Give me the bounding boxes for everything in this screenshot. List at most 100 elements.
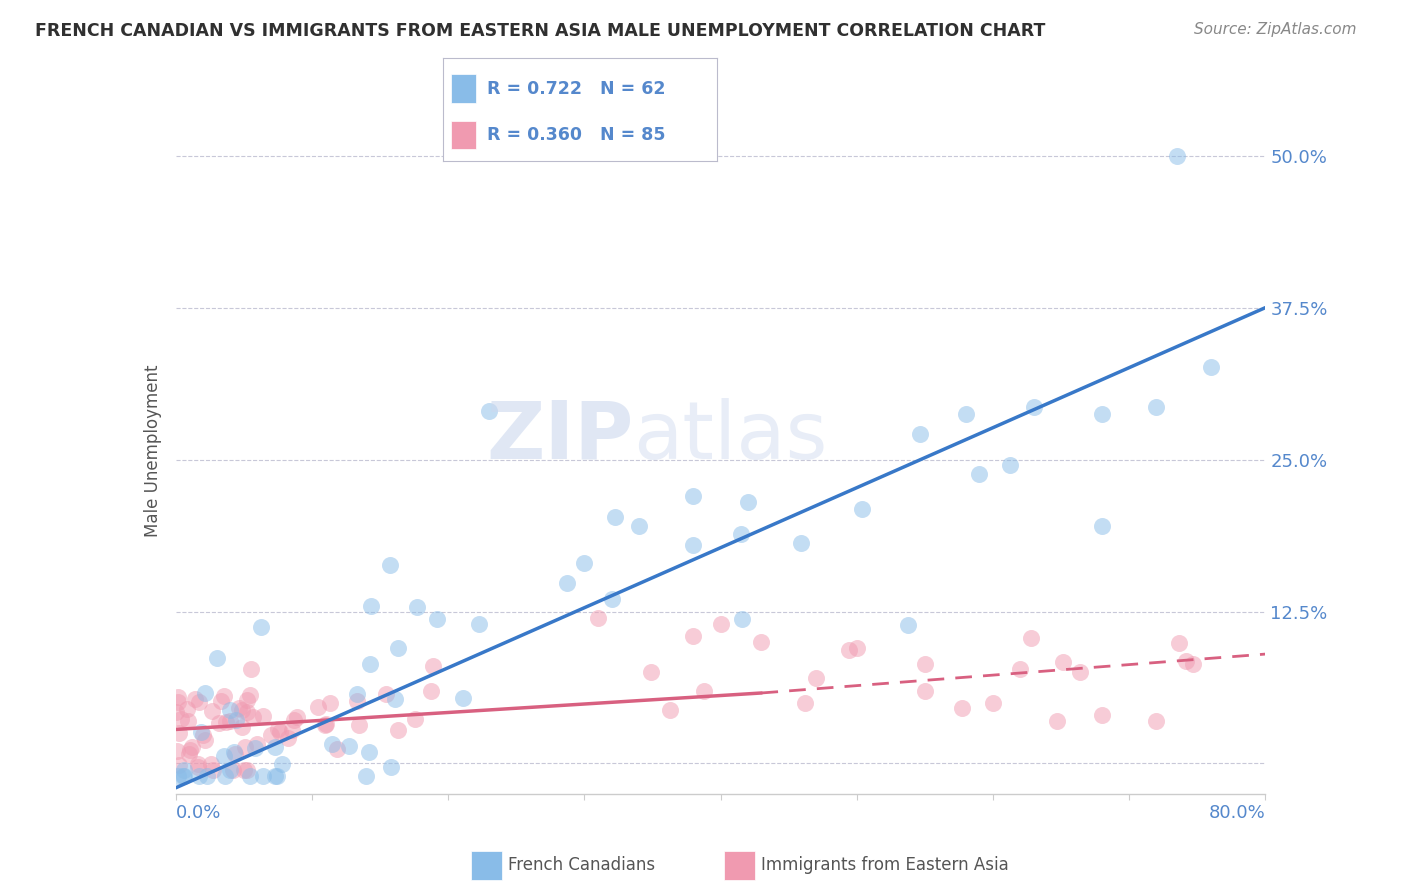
- Text: R = 0.360   N = 85: R = 0.360 N = 85: [486, 126, 665, 144]
- Point: [235, 692, 257, 706]
- Point: [387, 723, 409, 737]
- Point: [281, 723, 304, 738]
- Point: [387, 640, 409, 655]
- Point: [263, 739, 285, 754]
- Point: [404, 712, 426, 726]
- Point: [693, 684, 716, 698]
- Point: [267, 722, 290, 736]
- Point: [224, 747, 246, 761]
- Point: [1144, 401, 1167, 415]
- Bar: [451, 120, 475, 149]
- Point: [969, 467, 991, 482]
- Point: [214, 715, 236, 730]
- Point: [190, 724, 212, 739]
- Point: [269, 725, 291, 739]
- Point: [236, 705, 259, 719]
- Point: [166, 695, 188, 709]
- Point: [356, 769, 378, 783]
- Point: [845, 640, 868, 655]
- Point: [422, 658, 444, 673]
- Point: [231, 703, 253, 717]
- Point: [420, 684, 443, 698]
- Point: [179, 743, 201, 757]
- Point: [751, 635, 773, 649]
- Point: [166, 690, 188, 704]
- Point: [239, 769, 262, 783]
- Point: [380, 760, 402, 774]
- Point: [627, 519, 650, 533]
- Point: [1010, 662, 1032, 676]
- Point: [285, 709, 308, 723]
- Point: [207, 650, 229, 665]
- Point: [737, 495, 759, 509]
- Point: [682, 538, 704, 552]
- Point: [202, 763, 225, 777]
- Point: [314, 717, 336, 731]
- Point: [194, 733, 217, 747]
- Point: [184, 692, 207, 706]
- Point: [173, 763, 195, 777]
- Text: ZIP: ZIP: [486, 398, 633, 475]
- Point: [730, 527, 752, 541]
- Point: [173, 769, 195, 783]
- Point: [271, 756, 294, 771]
- Text: Source: ZipAtlas.com: Source: ZipAtlas.com: [1194, 22, 1357, 37]
- Point: [337, 739, 360, 753]
- Point: [179, 747, 201, 761]
- Text: Immigrants from Eastern Asia: Immigrants from Eastern Asia: [761, 856, 1008, 874]
- Point: [240, 662, 263, 676]
- Point: [209, 694, 232, 708]
- Point: [166, 744, 188, 758]
- Point: [224, 746, 246, 760]
- Point: [603, 510, 626, 524]
- Point: [249, 620, 271, 634]
- Point: [1175, 654, 1198, 668]
- Point: [1069, 665, 1091, 680]
- Point: [1091, 407, 1114, 421]
- Point: [950, 701, 973, 715]
- Point: [307, 700, 329, 714]
- Point: [790, 536, 813, 550]
- Point: [586, 610, 609, 624]
- Point: [851, 501, 873, 516]
- Point: [167, 725, 190, 739]
- Point: [212, 748, 235, 763]
- Point: [384, 691, 406, 706]
- Point: [658, 703, 681, 717]
- Point: [194, 686, 217, 700]
- Point: [1144, 714, 1167, 728]
- Y-axis label: Male Unemployment: Male Unemployment: [143, 364, 162, 537]
- Point: [165, 705, 187, 719]
- Point: [187, 756, 209, 771]
- Point: [731, 612, 754, 626]
- Point: [219, 714, 242, 728]
- Point: [221, 763, 243, 777]
- Point: [172, 769, 194, 783]
- Point: [246, 737, 269, 751]
- Point: [263, 769, 285, 783]
- Point: [252, 708, 274, 723]
- Point: [195, 769, 218, 783]
- Point: [374, 687, 396, 701]
- Point: [451, 690, 474, 705]
- Text: 0.0%: 0.0%: [176, 804, 221, 822]
- Point: [1022, 400, 1045, 414]
- Point: [1046, 714, 1069, 729]
- Point: [187, 759, 209, 773]
- Point: [1091, 707, 1114, 722]
- Point: [200, 756, 222, 771]
- Point: [233, 739, 256, 754]
- Point: [260, 728, 283, 742]
- Point: [243, 741, 266, 756]
- Point: [170, 712, 193, 726]
- Point: [914, 683, 936, 698]
- Point: [239, 688, 262, 702]
- Text: R = 0.722   N = 62: R = 0.722 N = 62: [486, 79, 665, 98]
- Point: [955, 407, 977, 421]
- Point: [219, 703, 242, 717]
- Point: [180, 739, 202, 754]
- Point: [228, 701, 250, 715]
- Point: [640, 665, 662, 679]
- Point: [359, 657, 381, 672]
- Text: French Canadians: French Canadians: [508, 856, 655, 874]
